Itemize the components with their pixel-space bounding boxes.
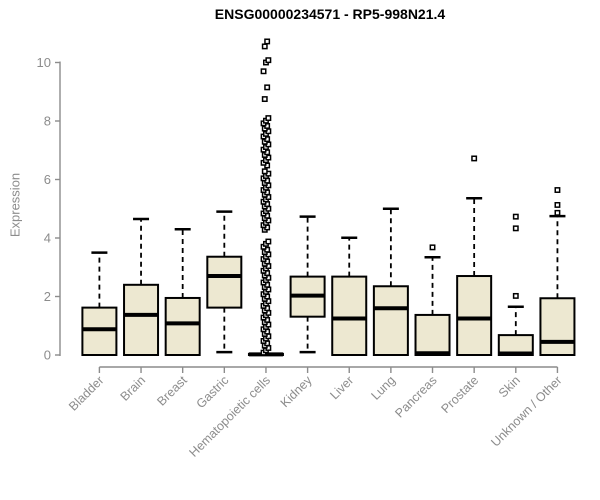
outlier-point xyxy=(261,168,268,175)
y-tick-label: 0 xyxy=(44,348,51,363)
outlier-point xyxy=(265,238,272,245)
boxplot-kidney xyxy=(289,215,326,354)
box xyxy=(456,275,493,356)
boxplot-lung xyxy=(372,207,409,357)
boxplot-unknown-other xyxy=(539,187,576,357)
x-tick-label: Gastric xyxy=(194,373,232,411)
boxplot-skin xyxy=(497,213,534,356)
x-tick-label: Pancreas xyxy=(392,373,439,420)
boxplot-prostate xyxy=(456,155,493,356)
y-axis: 0 2 4 6 8 10 xyxy=(37,55,61,363)
box xyxy=(414,313,451,356)
box xyxy=(372,285,409,357)
box xyxy=(164,296,201,356)
boxplot-liver xyxy=(331,236,368,356)
boxplot-hematopoietic-cells xyxy=(247,38,284,357)
outlier-point xyxy=(554,187,561,193)
outlier-point xyxy=(471,155,478,162)
outlier-point xyxy=(554,209,561,216)
x-tick-label: Prostate xyxy=(438,373,481,416)
y-tick-label: 6 xyxy=(44,172,51,187)
x-tick-label: Lung xyxy=(368,373,398,403)
outlier-point xyxy=(264,38,271,45)
x-tick-label: Liver xyxy=(327,373,356,402)
boxplot-breast xyxy=(164,227,201,356)
outlier-point xyxy=(512,292,519,299)
outlier-point xyxy=(554,201,561,208)
outlier-point xyxy=(265,57,272,64)
box xyxy=(331,275,368,356)
boxplot-pancreas xyxy=(414,244,451,356)
y-tick-label: 10 xyxy=(37,55,51,70)
outlier-point xyxy=(512,225,519,232)
y-tick-label: 2 xyxy=(44,289,51,304)
outlier-point xyxy=(261,43,268,50)
boxplot-bladder xyxy=(81,251,118,356)
outlier-point xyxy=(260,68,267,75)
chart-title: ENSG00000234571 - RP5-998N21.4 xyxy=(214,6,446,22)
outlier-point xyxy=(429,244,436,251)
outlier-point xyxy=(264,84,271,91)
box xyxy=(123,283,160,356)
x-tick-label: Breast xyxy=(154,373,190,409)
x-tick-label: Kidney xyxy=(278,373,315,410)
y-tick-label: 4 xyxy=(44,231,51,246)
box xyxy=(206,255,243,309)
y-tick-label: 8 xyxy=(44,114,51,129)
outlier-point xyxy=(512,213,519,220)
x-tick-label: Hematopoietic cells xyxy=(187,373,274,460)
x-tick-label: Skin xyxy=(496,373,523,400)
boxplot-brain xyxy=(123,217,160,356)
outlier-point xyxy=(265,115,272,122)
box xyxy=(81,306,118,356)
x-tick-label: Brain xyxy=(118,373,149,404)
outlier-point xyxy=(261,96,268,103)
boxplot-gastric xyxy=(206,210,243,354)
box xyxy=(539,297,576,357)
x-tick-label: Unknown / Other xyxy=(488,373,564,449)
x-tick-label: Bladder xyxy=(66,373,106,413)
